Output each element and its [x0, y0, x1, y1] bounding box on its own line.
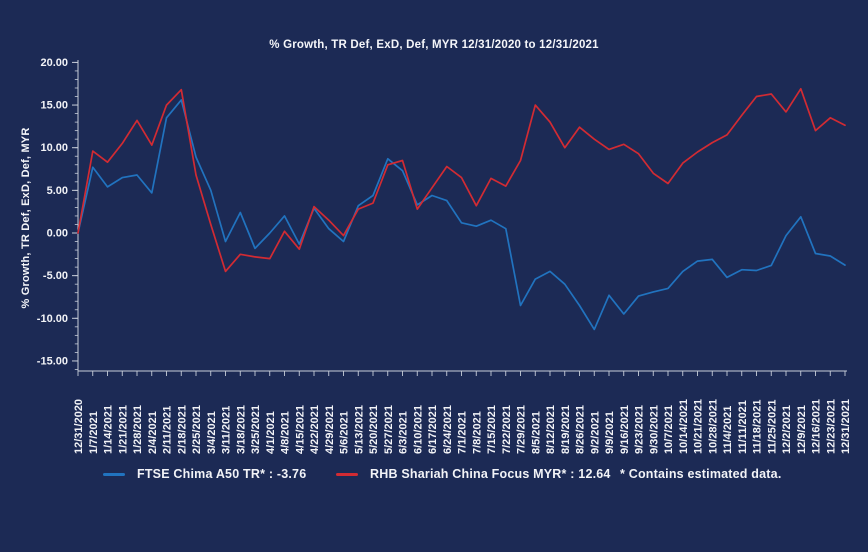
x-tick-label: 5/27/2021	[383, 405, 395, 454]
legend-item-ftse: FTSE Chima A50 TR* : -3.76	[103, 464, 306, 484]
x-tick-label: 5/13/2021	[353, 405, 365, 454]
x-tick-label: 10/14/2021	[678, 399, 690, 454]
x-tick-label: 12/16/2021	[811, 399, 823, 454]
x-tick-label: 3/4/2021	[206, 411, 218, 454]
x-tick-label: 3/11/2021	[221, 406, 233, 454]
x-tick-label: 7/29/2021	[516, 405, 528, 454]
x-tick-label: 2/18/2021	[176, 405, 188, 454]
x-tick-label: 3/18/2021	[235, 405, 247, 454]
x-tick-label: 1/14/2021	[103, 405, 115, 454]
y-tick-label: 0.00	[47, 228, 68, 240]
x-tick-label: 12/2/2021	[781, 405, 793, 454]
x-tick-label: 11/25/2021	[766, 400, 778, 454]
x-tick-label: 1/28/2021	[132, 405, 144, 454]
legend-item-rhb: RHB Shariah China Focus MYR* : 12.64	[336, 464, 611, 484]
legend-dash-ftse-icon	[103, 472, 125, 476]
x-tick-label: 3/25/2021	[250, 405, 262, 454]
x-tick-label: 9/2/2021	[589, 411, 601, 454]
x-tick-label: 9/9/2021	[604, 411, 616, 454]
y-tick-label: 20.00	[40, 57, 68, 69]
legend-dash-rhb-icon	[336, 472, 358, 476]
x-tick-label: 7/15/2021	[486, 405, 498, 454]
x-tick-label: 6/24/2021	[442, 405, 454, 454]
x-tick-label: 11/4/2021	[722, 406, 734, 454]
x-tick-label: 4/15/2021	[294, 405, 306, 454]
axes: 20.00 15.00 10.00 5.00 0.00 -5.00 -10.00 -15.00…	[37, 57, 852, 454]
chart-legend: FTSE Chima A50 TR* : -3.76 RHB Shariah C…	[0, 464, 868, 486]
chart-title: % Growth, TR Def, ExD, Def, MYR 12/31/20…	[269, 39, 599, 51]
x-tick-label: 1/21/2021	[117, 405, 129, 454]
y-tick-label: -10.00	[37, 313, 68, 325]
x-tick-label: 2/11/2021	[162, 406, 174, 454]
series-line-ftse	[77, 99, 846, 331]
x-tick-label: 7/22/2021	[501, 405, 513, 454]
x-tick-label: 9/23/2021	[634, 405, 646, 454]
x-tick-label: 8/19/2021	[560, 405, 572, 454]
x-tick-label: 1/7/2021	[88, 411, 100, 454]
x-tick-label: 4/22/2021	[309, 405, 321, 454]
x-tick-label: 12/23/2021	[825, 399, 837, 454]
x-tick-label: 6/3/2021	[398, 411, 410, 454]
x-tick-label: 8/12/2021	[545, 405, 557, 454]
legend-label-ftse: FTSE Chima A50 TR* : -3.76	[137, 467, 307, 481]
y-tick-label: 10.00	[40, 142, 68, 154]
x-tick-label: 11/11/2021	[737, 400, 749, 454]
x-tick-label: 8/26/2021	[575, 405, 587, 454]
x-tick-label: 12/31/2020	[73, 399, 85, 454]
x-tick-label: 6/17/2021	[427, 405, 439, 454]
legend-label-rhb: RHB Shariah China Focus MYR* : 12.64	[370, 467, 611, 481]
y-tick-label: 15.00	[40, 100, 68, 112]
x-tick-label: 12/9/2021	[796, 405, 808, 454]
x-tick-label: 10/21/2021	[693, 399, 705, 454]
series-line-rhb	[77, 87, 846, 273]
y-tick-label: -5.00	[43, 270, 68, 282]
estimated-data-note: * Contains estimated data.	[620, 467, 782, 481]
x-tick-label: 9/16/2021	[619, 405, 631, 454]
x-tick-label: 9/30/2021	[648, 405, 660, 454]
x-tick-label: 11/18/2021	[752, 400, 764, 454]
x-tick-label: 10/7/2021	[663, 405, 675, 454]
y-tick-label: 5.00	[47, 185, 68, 197]
x-tick-label: 2/25/2021	[191, 405, 203, 454]
x-tick-label: 4/29/2021	[324, 405, 336, 454]
x-tick-label: 6/10/2021	[412, 405, 424, 454]
x-tick-label: 7/1/2021	[457, 411, 469, 454]
x-tick-label: 5/6/2021	[339, 411, 351, 454]
x-tick-label: 7/8/2021	[471, 411, 483, 454]
x-tick-label: 4/1/2021	[265, 411, 277, 454]
x-tick-label: 4/8/2021	[280, 411, 292, 454]
x-tick-label: 12/31/2021	[840, 399, 852, 454]
x-tick-label: 10/28/2021	[707, 399, 719, 454]
y-tick-label: -15.00	[37, 355, 68, 367]
x-tick-label: 2/4/2021	[147, 411, 159, 454]
x-tick-label: 5/20/2021	[368, 405, 380, 454]
x-tick-label: 8/5/2021	[530, 411, 542, 454]
